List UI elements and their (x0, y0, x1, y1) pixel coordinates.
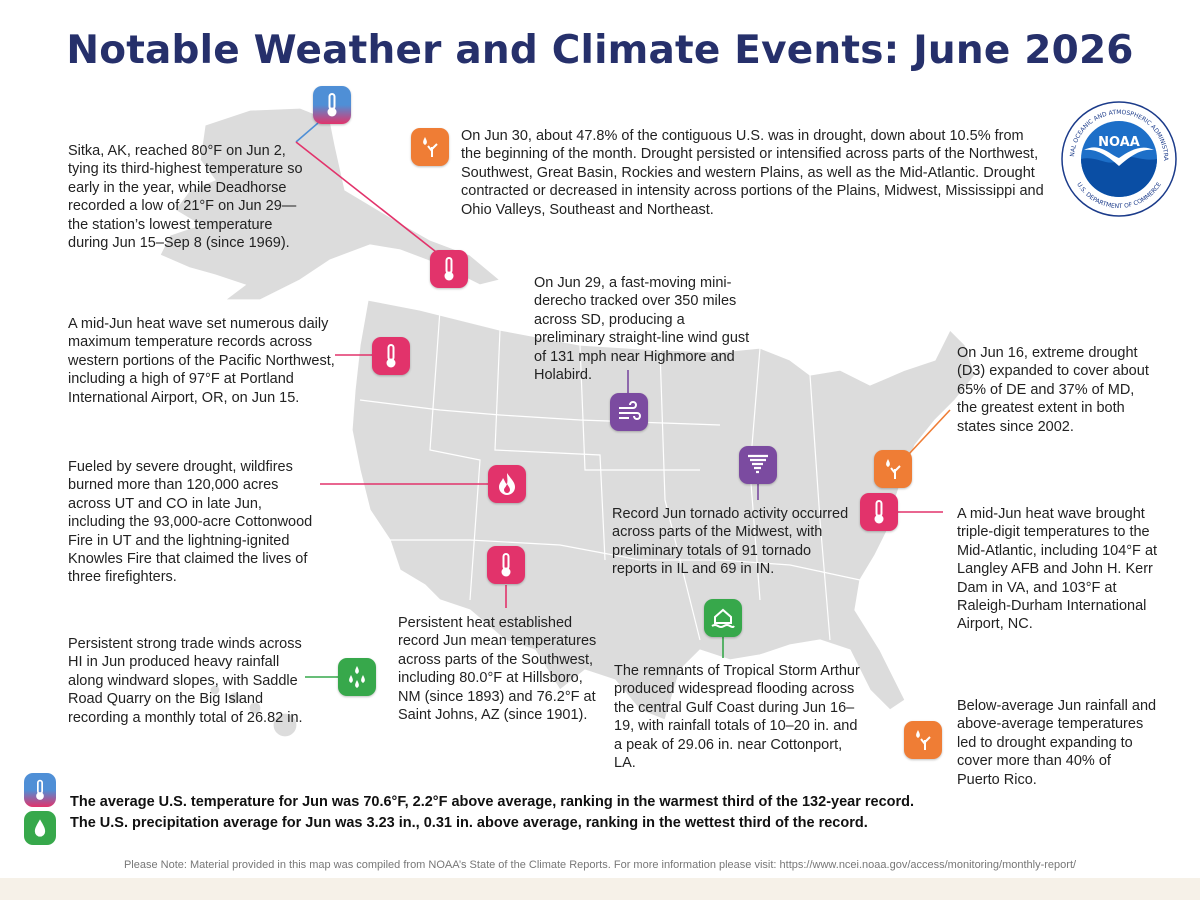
hawaii-island-1 (209, 684, 221, 696)
alaska-shape (159, 107, 502, 301)
event-pnw-heat: A mid-Jun heat wave set numerous daily m… (68, 316, 335, 406)
drought-icon (411, 128, 449, 166)
event-hawaii: Persistent strong trade winds across HI … (68, 636, 303, 726)
page-title: Notable Weather and Climate Events: June… (66, 28, 1134, 73)
event-us-drought: On Jun 30, about 47.8% of the contiguous… (461, 128, 1044, 218)
footer-band (0, 878, 1200, 900)
event-midatlantic-heat: A mid-Jun heat wave brought triple-digit… (957, 506, 1158, 633)
leader-alaska-warm (295, 141, 441, 256)
thermometer-icon (372, 337, 410, 375)
event-alaska: Sitka, AK, reached 80°F on Jun 2, tying … (68, 143, 303, 252)
leader-alaska-cold (295, 122, 319, 143)
fire-icon (488, 465, 526, 503)
hawaii-island-2 (228, 691, 242, 705)
contiguous-us-shape (351, 299, 976, 721)
precipitation-icon (24, 811, 56, 845)
thermometer-icon (430, 250, 468, 288)
noaa-logo: NOAA NATIONAL OCEANIC AND ATMOSPHERIC AD… (1060, 100, 1177, 217)
hawaii-island-3 (248, 701, 262, 715)
noaa-logo-text: NOAA (1098, 135, 1140, 150)
thermometer-icon (487, 546, 525, 584)
drought-icon (904, 721, 942, 759)
event-southwest-heat: Persistent heat established record Jun m… (398, 615, 597, 724)
rain-icon (338, 658, 376, 696)
thermometer-icon (24, 773, 56, 807)
event-arthur: The remnants of Tropical Storm Arthur pr… (614, 663, 860, 772)
event-puerto-rico: Below-average Jun rainfall and above-ave… (957, 698, 1157, 788)
event-wildfires: Fueled by severe drought, wildfires burn… (68, 459, 313, 586)
event-derecho: On Jun 29, a fast-moving mini-derecho tr… (534, 275, 750, 384)
drought-icon (874, 450, 912, 488)
leader-de-md (907, 409, 951, 456)
hawaii-island-4 (272, 712, 298, 738)
thermometer-icon (313, 86, 351, 124)
event-de-md-drought: On Jun 16, extreme drought (D3) expanded… (957, 345, 1149, 435)
flood-icon (704, 599, 742, 637)
event-tornado: Record Jun tornado activity occurred acr… (612, 506, 849, 578)
source-note: Please Note: Material provided in this m… (123, 859, 1077, 871)
wind-icon (610, 393, 648, 431)
thermometer-icon (860, 493, 898, 531)
tornado-icon (739, 446, 777, 484)
summary-precipitation: The U.S. precipitation average for Jun w… (70, 815, 868, 831)
summary-temperature: The average U.S. temperature for Jun was… (70, 794, 915, 810)
